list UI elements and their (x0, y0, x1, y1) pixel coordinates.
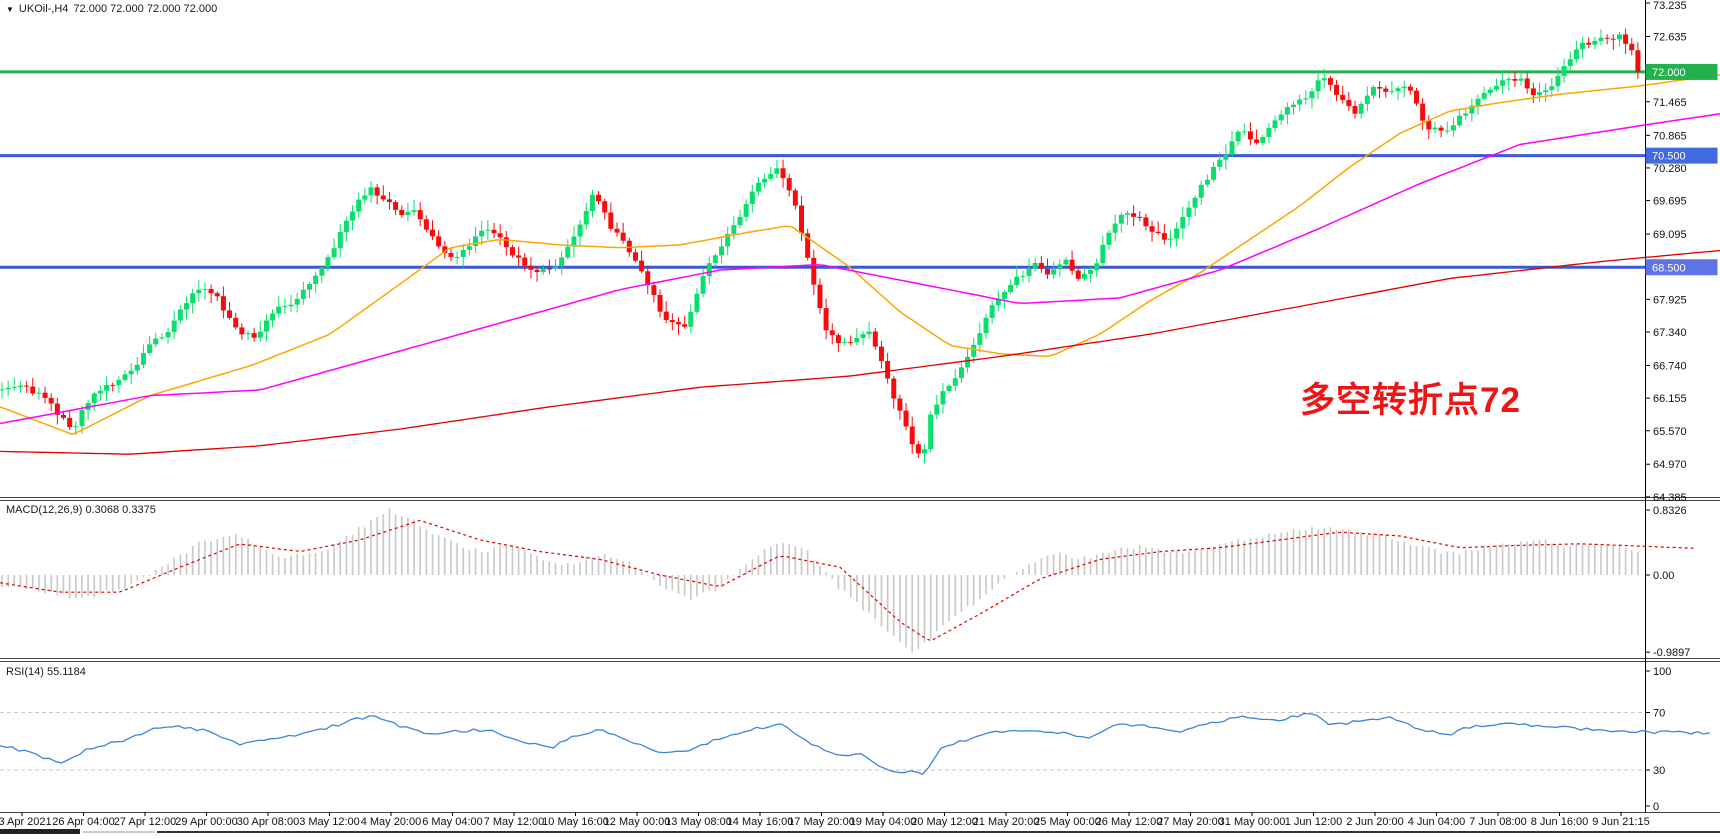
svg-text:0.00: 0.00 (1653, 570, 1674, 582)
svg-text:-0.9897: -0.9897 (1653, 647, 1690, 659)
svg-text:70: 70 (1653, 708, 1665, 720)
svg-text:9 Jun 21:15: 9 Jun 21:15 (1592, 816, 1650, 828)
macd-indicator-label: MACD(12,26,9) 0.3068 0.3375 (6, 504, 156, 516)
svg-text:72.000: 72.000 (1652, 67, 1686, 79)
svg-text:10 May 16:00: 10 May 16:00 (542, 816, 609, 828)
ma-fast-orange (0, 73, 1720, 436)
svg-text:27 May 20:00: 27 May 20:00 (1157, 816, 1224, 828)
svg-text:17 May 20:00: 17 May 20:00 (788, 816, 855, 828)
svg-text:26 May 12:00: 26 May 12:00 (1096, 816, 1163, 828)
svg-text:66.155: 66.155 (1653, 393, 1687, 405)
svg-text:3 May 12:00: 3 May 12:00 (299, 816, 360, 828)
svg-text:30 Apr 08:00: 30 Apr 08:00 (237, 816, 299, 828)
svg-text:20 May 12:00: 20 May 12:00 (911, 816, 978, 828)
svg-text:72.635: 72.635 (1653, 31, 1687, 43)
symbol-dropdown-icon[interactable]: ▼ (6, 4, 14, 14)
svg-text:70.500: 70.500 (1652, 151, 1686, 163)
symbol-label: UKOil-,H4 (18, 3, 69, 15)
svg-text:6 May 04:00: 6 May 04:00 (422, 816, 483, 828)
svg-text:25 May 00:00: 25 May 00:00 (1034, 816, 1101, 828)
svg-text:4 Jun 04:00: 4 Jun 04:00 (1408, 816, 1466, 828)
svg-text:12 May 00:00: 12 May 00:00 (604, 816, 671, 828)
svg-text:23 Apr 2021: 23 Apr 2021 (0, 816, 52, 828)
rsi-indicator-label: RSI(14) 55.1184 (6, 666, 86, 678)
panel-frame (0, 0, 1720, 813)
symbol-ohlc: 72.000 72.000 72.000 72.000 (73, 3, 218, 15)
svg-text:64.385: 64.385 (1653, 492, 1687, 504)
svg-text:19 May 04:00: 19 May 04:00 (850, 816, 917, 828)
svg-text:31 May 00:00: 31 May 00:00 (1219, 816, 1286, 828)
svg-text:64.970: 64.970 (1653, 459, 1687, 471)
svg-text:26 Apr 04:00: 26 Apr 04:00 (52, 816, 114, 828)
svg-text:1 Jun 12:00: 1 Jun 12:00 (1285, 816, 1343, 828)
chart-annotation: 多空转折点72 (1300, 381, 1521, 420)
svg-text:71.465: 71.465 (1653, 97, 1687, 109)
ma-mid-magenta (0, 113, 1720, 425)
indicator-axes: 0.8326 0.00 -0.9897 100 70 30 0 (1645, 505, 1690, 813)
svg-text:70.865: 70.865 (1653, 130, 1687, 142)
ma-slow-red (0, 249, 1720, 455)
svg-text:65.570: 65.570 (1653, 426, 1687, 438)
svg-text:29 Apr 00:00: 29 Apr 00:00 (175, 816, 237, 828)
horizontal-scrollbar[interactable] (0, 829, 1720, 834)
svg-text:21 May 20:00: 21 May 20:00 (973, 816, 1040, 828)
svg-text:73.235: 73.235 (1653, 0, 1687, 12)
horizontal-lines (0, 70, 1645, 269)
svg-text:4 May 20:00: 4 May 20:00 (361, 816, 422, 828)
symbol-info: ▼ UKOil-,H4 72.000 72.000 72.000 72.000 (6, 3, 217, 15)
svg-text:7 Jun 08:00: 7 Jun 08:00 (1469, 816, 1527, 828)
svg-text:0.8326: 0.8326 (1653, 505, 1687, 517)
svg-text:70.280: 70.280 (1653, 163, 1687, 175)
svg-text:69.095: 69.095 (1653, 229, 1687, 241)
svg-text:100: 100 (1653, 666, 1671, 678)
scrollbar-thumb (0, 829, 80, 834)
svg-text:8 Jun 16:00: 8 Jun 16:00 (1531, 816, 1589, 828)
rsi-pane[interactable] (0, 712, 1710, 775)
svg-text:0: 0 (1653, 801, 1659, 813)
svg-text:67.340: 67.340 (1653, 327, 1687, 339)
svg-text:7 May 12:00: 7 May 12:00 (484, 816, 545, 828)
svg-text:13 May 08:00: 13 May 08:00 (665, 816, 732, 828)
svg-text:30: 30 (1653, 765, 1665, 777)
svg-text:69.695: 69.695 (1653, 196, 1687, 208)
svg-text:66.740: 66.740 (1653, 360, 1687, 372)
svg-text:67.925: 67.925 (1653, 294, 1687, 306)
svg-text:14 May 16:00: 14 May 16:00 (727, 816, 794, 828)
svg-text:68.500: 68.500 (1652, 262, 1686, 274)
macd-pane[interactable] (0, 508, 1695, 652)
svg-text:2 Jun 20:00: 2 Jun 20:00 (1346, 816, 1404, 828)
price-axis[interactable]: 73.235 72.635 71.465 70.865 70.280 69.695 69.0… (1645, 0, 1718, 504)
svg-text:27 Apr 12:00: 27 Apr 12:00 (114, 816, 176, 828)
